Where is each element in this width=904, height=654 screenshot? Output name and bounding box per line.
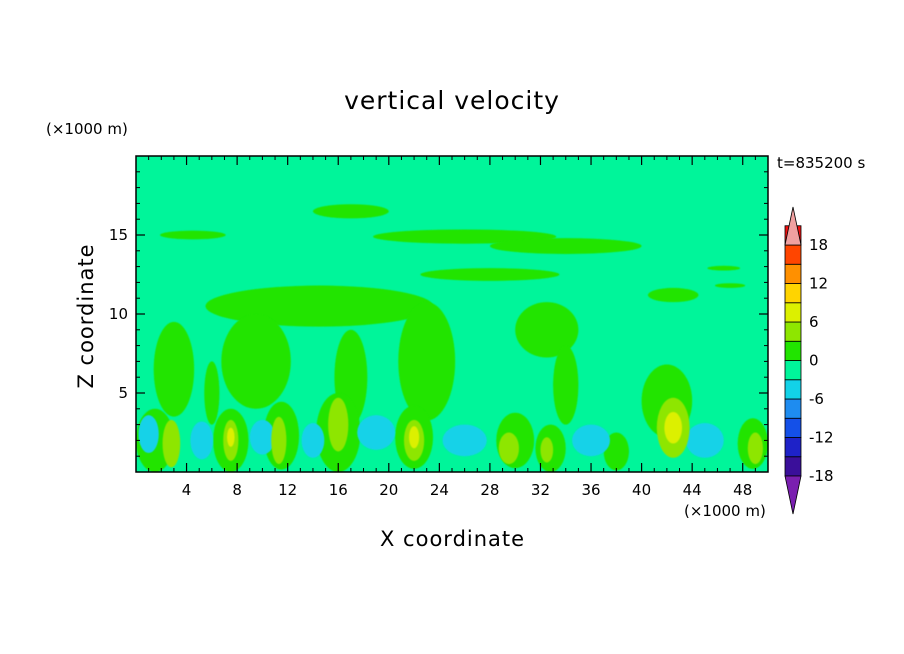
contour-region [707,265,741,271]
colorbar: 18 12 6 0 -6 -12 -18 [784,206,834,515]
y-tick-label: 15 [109,226,128,244]
x-tick-label: 16 [329,481,348,499]
contour-region [572,424,610,457]
contour-region [603,432,629,471]
contour-region [249,419,276,455]
colorbar-label: 6 [809,313,819,331]
x-tick-label: 36 [581,481,600,499]
x-tick-label: 12 [278,481,297,499]
contour-region [540,437,554,463]
contour-region [357,415,396,450]
contour-region [442,424,487,457]
contour-region [153,321,195,417]
x-tick-label: 44 [683,481,702,499]
contour-region [498,432,519,465]
colorbar-segment [784,302,802,323]
x-axis-label: X coordinate [380,527,526,551]
contour-region [221,314,291,409]
colorbar-segment [784,244,802,265]
colorbar-segment [784,456,802,477]
colorbar-label: -6 [809,390,824,408]
y-tick-label: 5 [118,384,128,402]
contour-region [328,397,349,452]
contour-region [420,268,560,281]
colorbar-max-arrow [784,206,802,246]
x-tick-label: 4 [182,481,192,499]
contour-region [271,416,287,465]
contour-region [409,426,420,449]
colorbar-segment [784,360,802,381]
contour-region [204,361,220,425]
contour-region [553,345,579,425]
contour-region [489,238,642,254]
colorbar-segment [784,379,802,400]
contour-region [685,423,724,458]
colorbar-segment [784,340,802,361]
colorbar-segment [784,437,802,458]
contour-region [301,423,325,458]
contour-region [664,411,683,444]
y-axis-unit: (×1000 m) [46,120,128,138]
colorbar-segment [784,398,802,419]
colorbar-segment [784,417,802,438]
colorbar-label: 0 [809,352,819,370]
contour-region [373,229,557,244]
x-tick-label: 8 [232,481,242,499]
x-tick-label: 32 [531,481,550,499]
contour-region [398,302,456,421]
x-tick-label: 40 [632,481,651,499]
x-tick-label: 28 [480,481,499,499]
colorbar-segment [784,263,802,284]
x-axis-unit: (×1000 m) [684,502,766,520]
contour-region [747,432,763,465]
x-tick-label: 24 [430,481,449,499]
contour-region [162,419,181,468]
contour-field [136,156,768,472]
contour-region [647,287,699,303]
chart-title: vertical velocity [344,86,560,115]
contour-region [160,230,226,240]
colorbar-segment [784,321,802,342]
x-tick-label: 48 [733,481,752,499]
y-tick-label: 10 [109,305,128,323]
x-tick-label: 20 [379,481,398,499]
colorbar-label: 12 [809,275,828,293]
time-label: t=835200 s [777,154,866,172]
contour-region [515,302,579,358]
colorbar-min-arrow [784,475,802,515]
contour-region [312,204,389,219]
contour-region [227,427,235,447]
contour-region [190,421,214,460]
colorbar-segment [784,283,802,304]
contour-region [714,283,746,288]
colorbar-label: -18 [809,467,834,485]
contour-region [138,415,159,454]
colorbar-label: -12 [809,429,834,447]
colorbar-label: 18 [809,236,828,254]
